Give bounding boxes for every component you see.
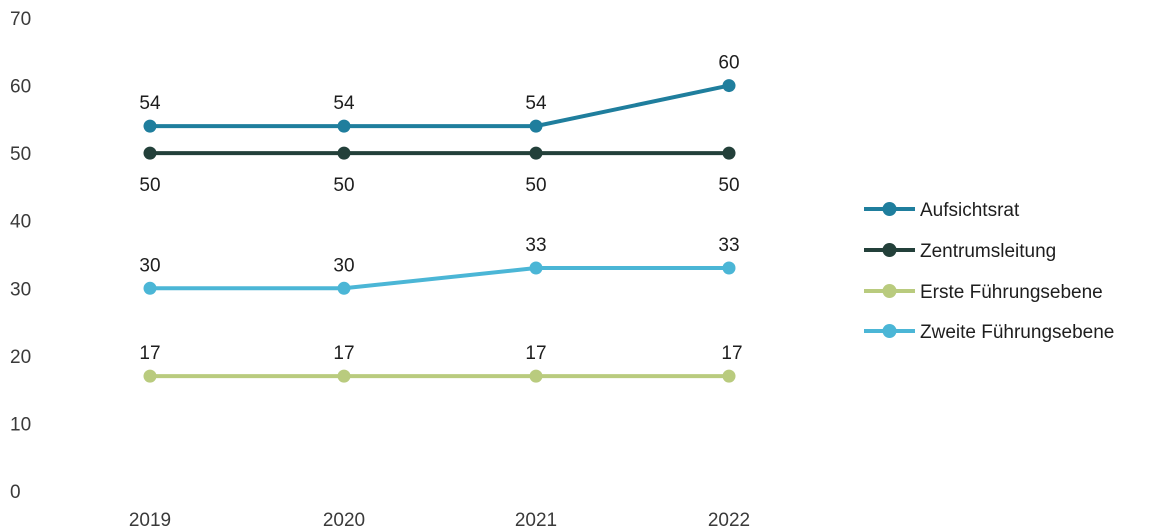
data-label: 17 <box>139 343 160 364</box>
plot-area: 54 54 54 60 50 50 50 50 17 17 17 17 30 30 33 33 <box>139 53 743 383</box>
data-point <box>529 146 543 160</box>
x-axis: 2019 2020 2021 2022 <box>129 510 750 531</box>
data-point <box>337 369 351 383</box>
legend-label: Zweite Führungsebene <box>920 322 1114 343</box>
legend-item: Zentrumsleitung <box>864 241 1056 262</box>
series-3: 17 17 17 17 <box>139 343 743 383</box>
data-point <box>337 146 351 160</box>
x-tick-label: 2021 <box>515 510 557 531</box>
data-point <box>722 261 736 275</box>
x-tick-label: 2022 <box>708 510 750 531</box>
series-1: 54 54 54 60 <box>139 53 740 133</box>
data-point <box>143 281 157 295</box>
legend-swatch-marker <box>882 243 897 257</box>
data-point <box>722 146 736 160</box>
y-tick-label: 0 <box>10 482 21 503</box>
legend-swatch-marker <box>882 202 897 216</box>
series-line <box>148 83 731 129</box>
data-point <box>722 369 736 383</box>
legend-item: Zweite Führungsebene <box>864 322 1114 343</box>
y-tick-label: 30 <box>10 279 31 300</box>
data-label: 30 <box>333 255 354 276</box>
legend-label: Aufsichtsrat <box>920 200 1020 221</box>
data-point <box>143 146 157 160</box>
data-label: 17 <box>525 343 546 364</box>
legend-swatch-marker <box>882 324 897 338</box>
data-point <box>529 369 543 383</box>
y-tick-label: 40 <box>10 212 31 233</box>
series-line <box>148 266 731 291</box>
data-label: 50 <box>139 175 160 196</box>
y-tick-label: 10 <box>10 414 31 435</box>
x-tick-label: 2019 <box>129 510 171 531</box>
data-point <box>337 281 351 295</box>
series-2: 50 50 50 50 <box>139 146 740 196</box>
data-point <box>143 369 157 383</box>
data-label: 50 <box>718 175 739 196</box>
legend-label: Erste Führungsebene <box>920 282 1103 303</box>
data-label: 50 <box>525 175 546 196</box>
data-label: 50 <box>333 175 354 196</box>
data-point <box>529 261 543 275</box>
data-label: 54 <box>525 93 547 114</box>
y-tick-label: 20 <box>10 347 31 368</box>
legend-label: Zentrumsleitung <box>920 241 1056 262</box>
series-4: 30 30 33 33 <box>139 235 740 295</box>
data-point <box>337 119 351 133</box>
data-point <box>143 119 157 133</box>
data-point <box>529 119 543 133</box>
data-label: 54 <box>139 93 161 114</box>
data-point <box>722 79 736 93</box>
legend: Aufsichtsrat Zentrumsleitung Erste Führung… <box>864 200 1114 343</box>
x-tick-label: 2020 <box>323 510 365 531</box>
y-tick-label: 60 <box>10 77 31 98</box>
data-label: 17 <box>333 343 354 364</box>
data-label: 33 <box>718 235 739 256</box>
data-label: 17 <box>721 343 742 364</box>
legend-item: Erste Führungsebene <box>864 282 1103 303</box>
y-tick-label: 70 <box>10 9 31 30</box>
legend-item: Aufsichtsrat <box>864 200 1020 221</box>
data-label: 54 <box>333 93 355 114</box>
data-label: 30 <box>139 255 160 276</box>
data-label: 60 <box>718 53 739 74</box>
y-tick-label: 50 <box>10 144 31 165</box>
y-axis: 0 10 20 30 40 50 60 70 <box>10 9 31 503</box>
data-label: 33 <box>525 235 546 256</box>
legend-swatch-marker <box>882 284 897 298</box>
